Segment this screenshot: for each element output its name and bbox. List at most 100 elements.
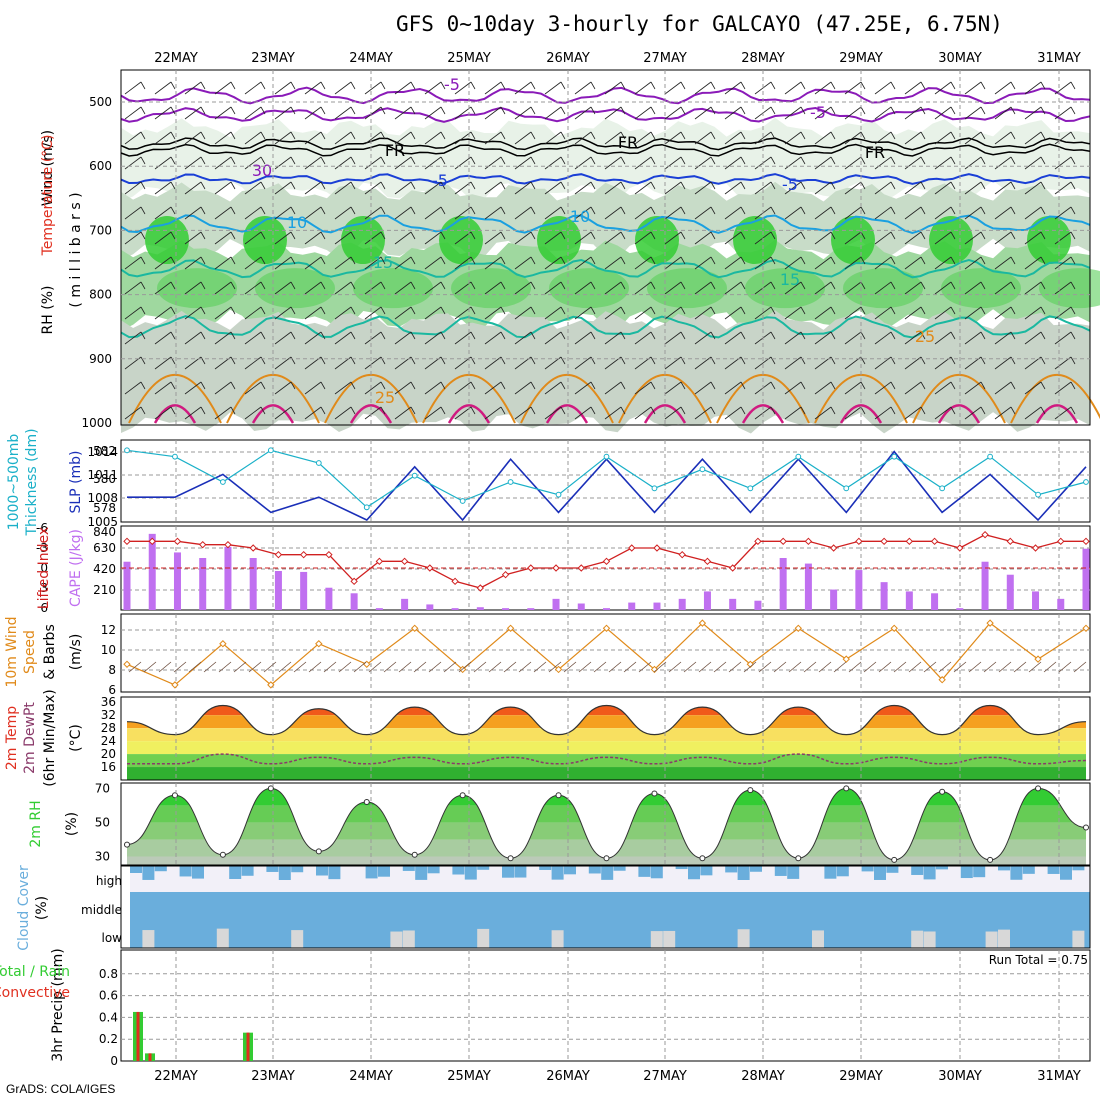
wind-barb-flag <box>470 181 476 190</box>
wind-speed-point <box>890 624 898 632</box>
rh-color-band <box>127 839 1086 857</box>
wind-barb <box>604 106 626 120</box>
wind-barb-flag <box>650 156 656 165</box>
wind-barb <box>334 106 356 120</box>
cloud-low-gap <box>985 931 998 948</box>
temp-line <box>126 704 1087 736</box>
lifted-index-label: Lifted Index <box>36 527 52 609</box>
contour-30-arch <box>1035 404 1079 424</box>
wind-barb-staff <box>244 206 262 220</box>
wind-barb-staff <box>274 381 292 395</box>
wind-barb <box>154 231 176 245</box>
precip-frame <box>120 949 1091 1062</box>
wind-barb-flag <box>920 106 926 115</box>
wind-barb-flag <box>740 131 746 140</box>
wind-barb-flag <box>800 206 806 215</box>
wind-barb-staff <box>784 356 802 370</box>
wind-barb <box>334 81 356 95</box>
contour-freezing <box>120 137 1091 151</box>
cloud-high-bar <box>874 866 886 880</box>
wind-barb-staff <box>394 231 412 245</box>
wind-barb <box>154 206 176 220</box>
cloud-high-bar <box>278 866 291 880</box>
rh-moist-blob <box>145 216 189 265</box>
wind-barb <box>1054 406 1076 420</box>
wind-barb <box>364 206 386 220</box>
wind-barb-staff <box>394 131 412 145</box>
wind-barb <box>634 381 656 395</box>
wind-barb-staff <box>724 156 742 170</box>
wind-barb-staff <box>454 181 472 195</box>
wind-barb <box>454 81 476 95</box>
wind-barb <box>334 406 356 420</box>
wind-barb-flag <box>140 181 146 190</box>
date-label-top: 31MAY <box>1037 51 1081 66</box>
wind-barb-flag <box>950 156 956 165</box>
lifted-index-point <box>754 537 762 546</box>
cape-tick: 210 <box>93 583 116 597</box>
lifted-tick: 0 <box>40 561 48 575</box>
cloud-high-bar <box>700 866 713 876</box>
contour-label: 30 <box>252 161 272 180</box>
wind-barb-staff <box>934 306 952 320</box>
wind-barb-staff <box>304 306 322 320</box>
wind-barb <box>184 81 206 95</box>
wind-barb-flag <box>770 256 776 265</box>
wind-barb-staff <box>424 81 442 95</box>
wind-barb-flag <box>860 206 866 215</box>
wind-barb <box>994 306 1016 320</box>
cape-bar <box>981 561 989 610</box>
wind-barb <box>664 281 686 295</box>
wind-barb-staff <box>844 256 862 270</box>
wind-barb <box>304 181 326 195</box>
wind-barb <box>394 106 416 120</box>
slp-tick: 1008 <box>87 491 118 505</box>
wind-barb-staff <box>784 381 802 395</box>
wind-barb <box>424 206 446 220</box>
cape-bar <box>148 533 156 610</box>
wind-barb-flag <box>170 156 176 165</box>
wind-barb-flag <box>1010 106 1016 115</box>
wind-barb-flag <box>650 406 656 415</box>
rh-tick: 50 <box>95 815 110 829</box>
cloud-low-gap <box>923 931 936 948</box>
wind-barb <box>1024 106 1046 120</box>
wind-barb-staff <box>154 356 172 370</box>
surface-wind-barb <box>698 661 712 673</box>
cloud-high-bar <box>613 866 626 871</box>
precip-convective-bar <box>246 1032 250 1061</box>
wind-barb <box>214 131 236 145</box>
wind-barb <box>784 406 806 420</box>
wind-barb-staff <box>154 81 172 95</box>
wind-barb <box>934 281 956 295</box>
wind-barb-staff <box>544 181 562 195</box>
wind-barb-staff <box>994 206 1012 220</box>
lifted-index-point <box>956 544 964 552</box>
wind-barb-flag <box>1070 206 1076 215</box>
wind-barb-staff <box>724 131 742 145</box>
wind-barb-flag <box>950 206 956 215</box>
thickness-point <box>1035 491 1041 498</box>
cloud-low-gap <box>390 931 403 948</box>
wind-barb-flag <box>680 356 686 365</box>
rh-moist-blob <box>929 216 973 265</box>
wind-barb <box>844 281 866 295</box>
wind-barb <box>964 156 986 170</box>
wind-barb-flag <box>560 231 566 240</box>
wind-barb-flag <box>1070 381 1076 390</box>
wind-barb-staff <box>244 306 262 320</box>
wind-barb-flag <box>740 106 746 115</box>
wind-barb-flag <box>410 181 416 190</box>
wind-barb-staff <box>694 81 712 95</box>
thickness-point <box>220 479 226 485</box>
wind-barb-flag <box>320 131 326 140</box>
wind-barb <box>844 256 866 270</box>
wind-barb-staff <box>514 306 532 320</box>
wind-barb-staff <box>814 331 832 345</box>
wind-barb-flag <box>860 256 866 265</box>
wind-barb-staff <box>784 131 802 145</box>
wind-barb-staff <box>1024 256 1042 270</box>
cape-bar <box>628 602 636 610</box>
wind-barb-staff <box>214 231 232 245</box>
